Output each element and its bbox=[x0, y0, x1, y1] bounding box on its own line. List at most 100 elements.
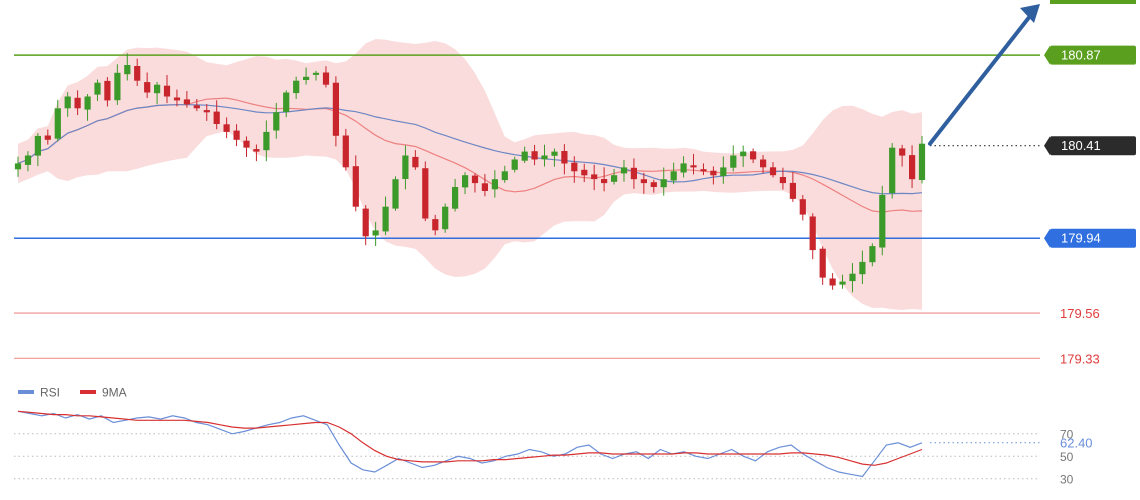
candle bbox=[352, 155, 359, 212]
candle bbox=[412, 150, 419, 170]
candle bbox=[839, 274, 846, 289]
candle bbox=[372, 221, 379, 247]
candle bbox=[779, 167, 786, 190]
candle bbox=[392, 176, 399, 211]
level-label: 180.41 bbox=[1044, 136, 1136, 156]
candle bbox=[104, 77, 111, 107]
forecast-arrow bbox=[928, 4, 1040, 146]
level-label: 179.94 bbox=[1044, 228, 1136, 248]
candle bbox=[819, 246, 826, 285]
candle bbox=[114, 64, 121, 105]
candle bbox=[233, 124, 240, 147]
rsi-tick-label: 50 bbox=[1060, 450, 1074, 464]
candle bbox=[203, 104, 210, 121]
candle bbox=[312, 70, 320, 81]
candle bbox=[720, 156, 727, 184]
rsi-last-value: 62.40 bbox=[1060, 435, 1093, 450]
svg-text:180.87: 180.87 bbox=[1061, 48, 1101, 63]
candle bbox=[859, 250, 866, 285]
candle bbox=[84, 94, 91, 121]
candle bbox=[740, 145, 747, 167]
candle bbox=[481, 174, 488, 197]
candle bbox=[283, 90, 290, 118]
candle bbox=[849, 262, 856, 293]
candle bbox=[620, 159, 628, 182]
candle bbox=[64, 92, 71, 117]
candle bbox=[909, 145, 916, 189]
candle bbox=[213, 100, 220, 130]
candle bbox=[750, 148, 757, 164]
rsi-panel: RSI 9MA 70 50 30 62.40 bbox=[14, 386, 1093, 486]
candle bbox=[223, 117, 230, 139]
candle bbox=[829, 273, 836, 290]
candle bbox=[243, 136, 250, 157]
rsi-tick-label: 30 bbox=[1060, 472, 1074, 486]
candle bbox=[273, 102, 280, 139]
svg-text:RSI: RSI bbox=[40, 386, 60, 400]
candle bbox=[561, 144, 568, 175]
candle bbox=[54, 99, 61, 142]
candle bbox=[611, 168, 618, 185]
candle bbox=[253, 144, 260, 162]
candle bbox=[710, 166, 717, 185]
candle bbox=[144, 72, 151, 98]
candle bbox=[303, 67, 310, 85]
candle bbox=[342, 128, 349, 171]
candle bbox=[163, 75, 171, 104]
candle bbox=[869, 243, 876, 267]
svg-text:180.41: 180.41 bbox=[1061, 138, 1101, 153]
candle bbox=[74, 90, 81, 116]
candle bbox=[44, 129, 51, 145]
candle bbox=[34, 133, 41, 167]
candle bbox=[442, 203, 449, 233]
candle bbox=[700, 163, 707, 176]
price-panel: 180.87 180.41 179.94 179.56 179.33 bbox=[14, 0, 1136, 366]
candle bbox=[193, 99, 200, 112]
candle bbox=[918, 135, 926, 184]
candle bbox=[134, 58, 141, 86]
level-label: 179.33 bbox=[1060, 351, 1100, 366]
candle bbox=[293, 76, 300, 99]
candle bbox=[362, 205, 369, 246]
candle bbox=[432, 214, 439, 236]
candle bbox=[551, 148, 558, 167]
candle bbox=[879, 185, 886, 256]
candle bbox=[471, 173, 479, 193]
rsi-line bbox=[17, 410, 923, 478]
candle bbox=[769, 162, 777, 178]
svg-text:179.56: 179.56 bbox=[1060, 306, 1100, 321]
svg-text:9MA: 9MA bbox=[102, 386, 127, 400]
candle bbox=[521, 146, 528, 163]
svg-text:179.33: 179.33 bbox=[1060, 351, 1100, 366]
candle bbox=[491, 170, 498, 198]
candle bbox=[650, 179, 657, 193]
candle bbox=[154, 81, 161, 105]
candle bbox=[183, 90, 190, 108]
svg-text:179.94: 179.94 bbox=[1061, 231, 1101, 246]
rsi-tick-label: 70 bbox=[1060, 427, 1074, 441]
candle bbox=[382, 196, 389, 236]
candle bbox=[730, 145, 737, 172]
candle bbox=[124, 53, 131, 81]
candle bbox=[680, 156, 687, 178]
level-label: 179.56 bbox=[1060, 306, 1100, 321]
9ma-line bbox=[17, 410, 923, 466]
candle bbox=[541, 144, 548, 167]
candle bbox=[670, 162, 677, 185]
candle bbox=[630, 158, 637, 189]
candle bbox=[322, 66, 330, 88]
candle bbox=[601, 167, 608, 192]
target-badge bbox=[1050, 0, 1136, 4]
candle bbox=[173, 89, 181, 107]
candle bbox=[899, 144, 906, 167]
rsi-legend: RSI 9MA bbox=[18, 386, 127, 400]
candle bbox=[501, 165, 508, 183]
candle bbox=[581, 163, 588, 183]
candle bbox=[94, 79, 101, 101]
candle bbox=[760, 155, 767, 174]
candle bbox=[402, 145, 409, 190]
bollinger-band bbox=[18, 39, 922, 310]
candle bbox=[571, 156, 578, 183]
candle bbox=[452, 178, 459, 212]
